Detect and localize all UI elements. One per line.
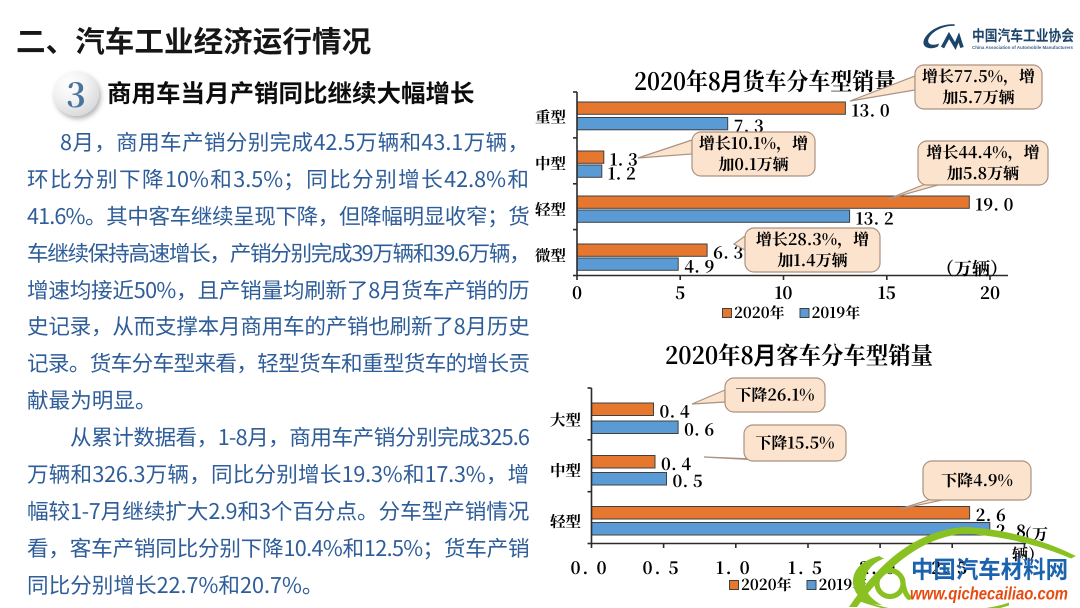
svg-text:下降4.9%: 下降4.9% (941, 468, 1013, 491)
svg-text:10: 10 (774, 279, 792, 304)
svg-text:13. 2: 13. 2 (856, 205, 894, 229)
svg-text:19. 0: 19. 0 (975, 191, 1013, 215)
svg-text:下降15.5%: 下降15.5% (755, 431, 834, 454)
svg-text:辆）: 辆） (1012, 542, 1044, 565)
svg-text:0. 6: 0. 6 (684, 417, 714, 441)
svg-text:轻型: 轻型 (550, 510, 582, 532)
svg-text:加0.1万辆: 加0.1万辆 (718, 152, 788, 175)
svg-text:增长44.4%，增: 增长44.4%，增 (926, 140, 1039, 163)
svg-text:2020年: 2020年 (734, 302, 785, 323)
svg-text:China Association of Automobil: China Association of Automobile Manufact… (972, 45, 1073, 50)
svg-text:中型: 中型 (535, 152, 567, 174)
svg-text:加5.8万辆: 加5.8万辆 (947, 161, 1019, 184)
svg-text:1. 0: 1. 0 (716, 554, 752, 579)
svg-text:1. 2: 1. 2 (608, 160, 636, 184)
svg-text:4. 9: 4. 9 (684, 253, 714, 277)
svg-text:13. 0: 13. 0 (852, 97, 890, 121)
svg-text:增长77.5%，增: 增长77.5%，增 (922, 64, 1035, 87)
svg-text:15: 15 (878, 279, 896, 304)
svg-text:中国汽车材料网: 中国汽车材料网 (911, 550, 1068, 585)
svg-text:1. 3: 1. 3 (610, 146, 638, 170)
svg-text:0. 0: 0. 0 (570, 554, 608, 579)
svg-text:2020年8月客车分车型销量: 2020年8月客车分车型销量 (665, 336, 933, 371)
svg-text:0. 5: 0. 5 (673, 468, 703, 492)
svg-text:（万辆）: （万辆） (936, 255, 1008, 281)
svg-text:5: 5 (675, 279, 685, 304)
svg-text:下降26.1%: 下降26.1% (735, 383, 814, 406)
svg-text:中型: 中型 (550, 459, 582, 481)
svg-text:0. 5: 0. 5 (643, 554, 681, 579)
svg-text:轻型: 轻型 (535, 198, 567, 220)
svg-text:大型: 大型 (550, 409, 582, 431)
svg-text:20: 20 (980, 279, 1000, 304)
svg-text:重型: 重型 (535, 106, 567, 128)
svg-text:微型: 微型 (535, 244, 567, 266)
svg-text:2020年: 2020年 (741, 574, 792, 595)
svg-text:加1.4万辆: 加1.4万辆 (777, 248, 847, 271)
svg-text:2. 5: 2. 5 (931, 554, 969, 579)
svg-text:www.qichecailiao.com: www.qichecailiao.com (910, 584, 1068, 604)
svg-text:0: 0 (572, 279, 582, 304)
svg-text:增长28.3%，增: 增长28.3%，增 (756, 227, 869, 250)
svg-text:加5.7万辆: 加5.7万辆 (942, 85, 1014, 108)
svg-text:0. 4: 0. 4 (661, 451, 691, 475)
svg-text:中国汽车工业协会: 中国汽车工业协会 (972, 24, 1074, 46)
svg-text:2020年8月货车分车型销量: 2020年8月货车分车型销量 (634, 62, 896, 97)
svg-text:1. 5: 1. 5 (788, 554, 824, 579)
svg-text:2019年: 2019年 (812, 302, 861, 323)
svg-text:0. 4: 0. 4 (660, 399, 690, 423)
svg-text:增长10.1%，增: 增长10.1%，增 (699, 131, 808, 154)
